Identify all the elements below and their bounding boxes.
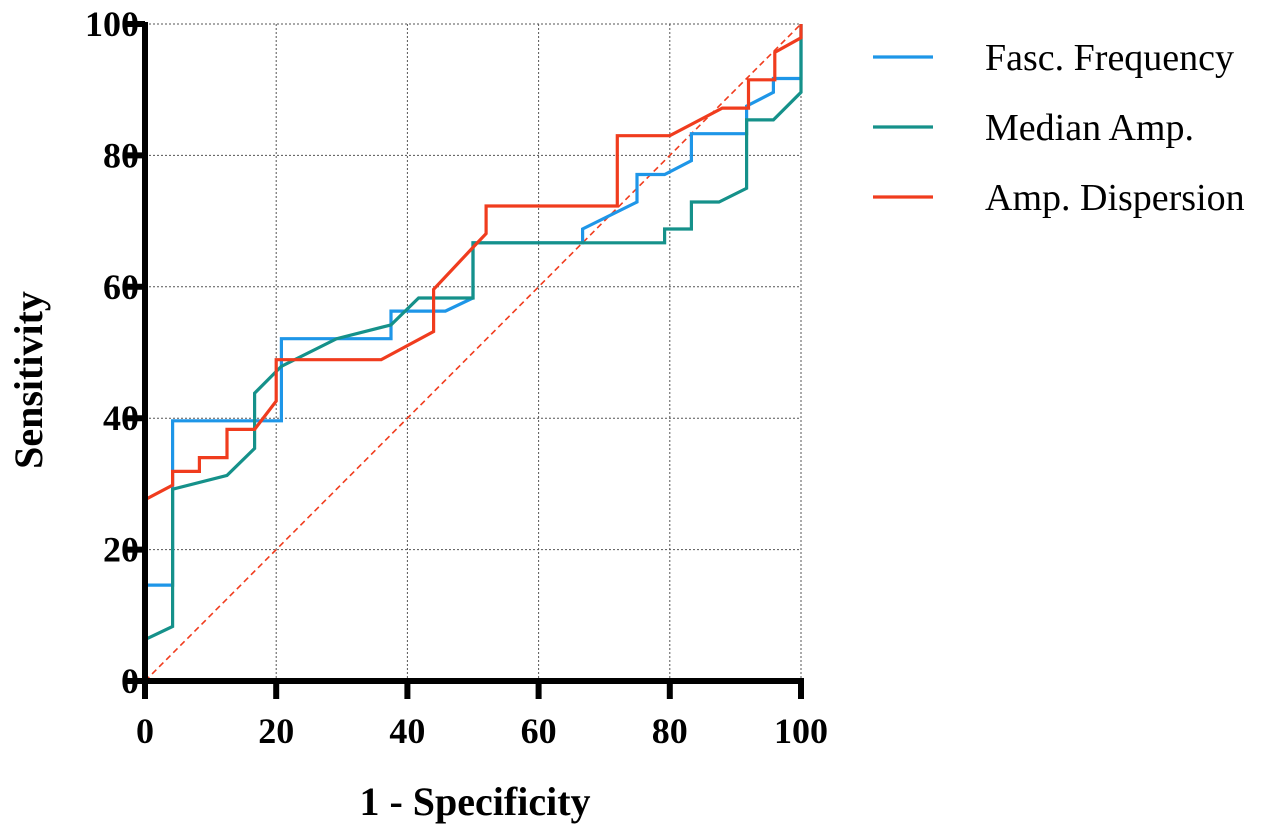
y-tick-label: 0 [121,661,139,701]
series-layer [143,24,803,681]
legend-label-1: Median Amp. [985,107,1194,149]
x-tick-label: 0 [136,711,154,751]
series-line-0 [143,24,803,681]
legend-label-2: Amp. Dispersion [985,177,1245,219]
y-tick-label: 80 [103,135,139,175]
tick-labels: 0 20 40 60 80 100 0 20 40 60 80 100 [85,4,828,751]
series-line-2 [143,24,803,681]
x-tick-label: 60 [521,711,557,751]
x-tick-label: 80 [652,711,688,751]
y-tick-label: 40 [103,398,139,438]
x-axis-title: 1 - Specificity [359,779,590,824]
y-tick-label: 100 [85,4,139,44]
reference-line [144,23,802,682]
y-tick-label: 60 [103,267,139,307]
x-tick-label: 100 [774,711,828,751]
x-tick-label: 40 [389,711,425,751]
series-line-1 [143,24,803,681]
y-axis-title: Sensitivity [6,291,51,469]
legend: Fasc. Frequency Median Amp. Amp. Dispersio… [873,37,1245,219]
axes [127,21,804,699]
x-tick-label: 20 [258,711,294,751]
legend-label-0: Fasc. Frequency [985,37,1234,79]
reference-diagonal [144,23,802,682]
y-tick-label: 20 [103,530,139,570]
